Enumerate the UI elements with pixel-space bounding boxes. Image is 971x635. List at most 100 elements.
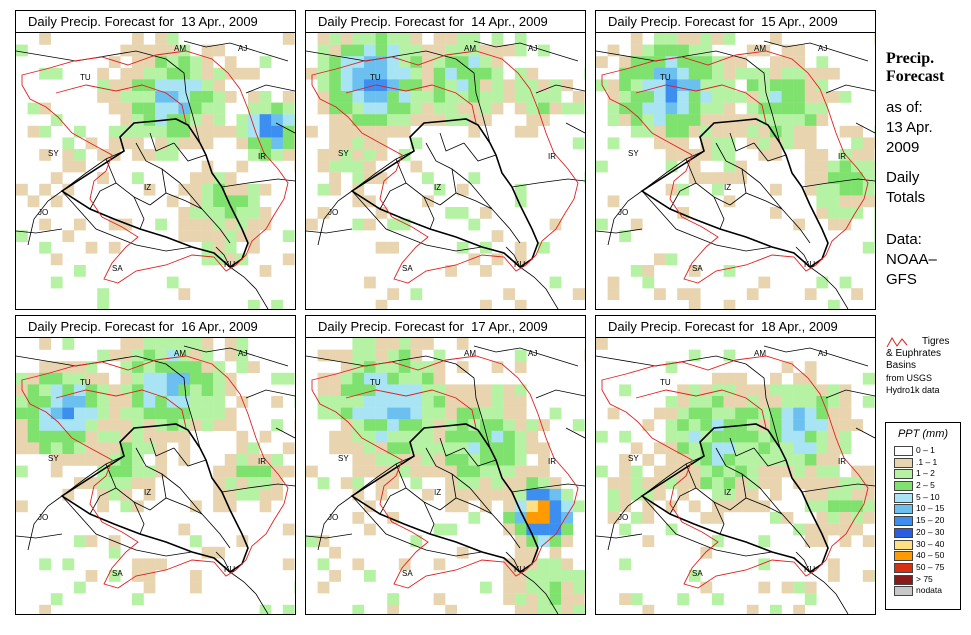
precip-cell (224, 241, 237, 254)
admin-border (317, 190, 353, 246)
admin-border (795, 246, 811, 268)
legend-swatch (894, 562, 913, 573)
precip-cell (387, 384, 399, 397)
precip-cell (50, 172, 63, 184)
precip-cell (306, 465, 318, 478)
precip-cell (514, 91, 527, 103)
precip-cell (665, 183, 678, 196)
admin-border (463, 447, 497, 467)
precip-cell (677, 33, 689, 45)
precip-cell (642, 79, 655, 92)
precip-cell (433, 396, 446, 408)
precip-cell (514, 500, 527, 513)
precip-cell (155, 79, 167, 92)
precip-cell (828, 419, 840, 431)
precip-cell (224, 488, 237, 501)
precip-cell (793, 604, 805, 614)
precip-cell (770, 396, 782, 408)
precip-cell (97, 372, 109, 385)
precip-cell (364, 430, 376, 443)
precip-cell (410, 465, 423, 478)
precip-cell (364, 125, 376, 138)
precip-cell (108, 419, 121, 431)
precip-cell (839, 172, 852, 184)
admin-border (16, 533, 63, 539)
precip-cell (108, 241, 121, 254)
precip-cell (781, 114, 794, 126)
precip-cell (364, 523, 376, 536)
precip-cell (688, 349, 701, 362)
precip-cell (282, 253, 295, 266)
precip-cell (862, 396, 875, 408)
precip-cell (688, 500, 701, 513)
precip-cell (143, 56, 156, 68)
precip-cell (155, 442, 167, 455)
precip-cell (804, 535, 817, 547)
precip-cell (665, 79, 678, 92)
precip-cell (828, 558, 840, 571)
precip-cell (642, 102, 655, 115)
precip-cell (340, 430, 353, 443)
precip-cell (874, 372, 875, 385)
admin-border (809, 266, 849, 309)
precip-cell (874, 137, 875, 150)
precip-cell (213, 546, 225, 559)
precip-cell (549, 546, 562, 559)
precip-cell (746, 288, 759, 300)
precip-cell (317, 149, 330, 161)
precip-cell (166, 361, 179, 373)
precip-cell (340, 160, 353, 173)
precip-cell (665, 361, 678, 373)
precip-cell (677, 67, 689, 80)
precip-cell (514, 79, 527, 92)
precip-cell (538, 500, 550, 513)
precip-cell (143, 183, 156, 196)
precip-cell (688, 56, 701, 68)
side-heading-line: Precip. (886, 50, 935, 67)
precip-cell (828, 195, 840, 208)
admin-border (306, 228, 353, 234)
as-of-label: as of: (886, 99, 923, 116)
side-heading: Precip. Forecast (886, 50, 971, 86)
precip-cell (155, 361, 167, 373)
precip-cell (27, 102, 40, 115)
precip-cell (364, 361, 376, 373)
precip-cell (770, 91, 782, 103)
precip-cell (688, 67, 701, 80)
precip-cell (526, 546, 539, 559)
precip-cell (329, 91, 341, 103)
precip-cell (108, 137, 121, 150)
admin-border (439, 437, 465, 457)
precip-cell (723, 195, 736, 208)
precip-cell (74, 372, 86, 385)
precip-cell (549, 500, 562, 513)
precip-cell (271, 114, 283, 126)
precip-cell (132, 372, 144, 385)
precip-cell (317, 160, 330, 173)
precip-cell (526, 419, 539, 431)
precip-cell (514, 195, 527, 208)
precip-cell (630, 125, 643, 138)
precip-cell (236, 125, 249, 138)
precip-cell (97, 288, 109, 300)
precip-cell (143, 477, 156, 489)
precip-cell (340, 419, 353, 431)
precip-cell (723, 396, 736, 408)
precip-cell (433, 558, 446, 571)
precip-cell (468, 396, 481, 408)
precip-cell (294, 114, 295, 126)
precip-cell (607, 488, 620, 501)
precip-cell (839, 195, 852, 208)
precip-cell (526, 430, 539, 443)
precip-cell (224, 230, 237, 242)
admin-border (741, 473, 747, 499)
precip-cell (700, 114, 713, 126)
precip-cell (514, 465, 527, 478)
precip-cell (259, 265, 272, 277)
precip-cell (491, 67, 504, 80)
precip-cell (375, 338, 388, 350)
precip-cell (816, 91, 829, 103)
precip-cell (851, 523, 863, 536)
precip-cell (526, 79, 539, 92)
